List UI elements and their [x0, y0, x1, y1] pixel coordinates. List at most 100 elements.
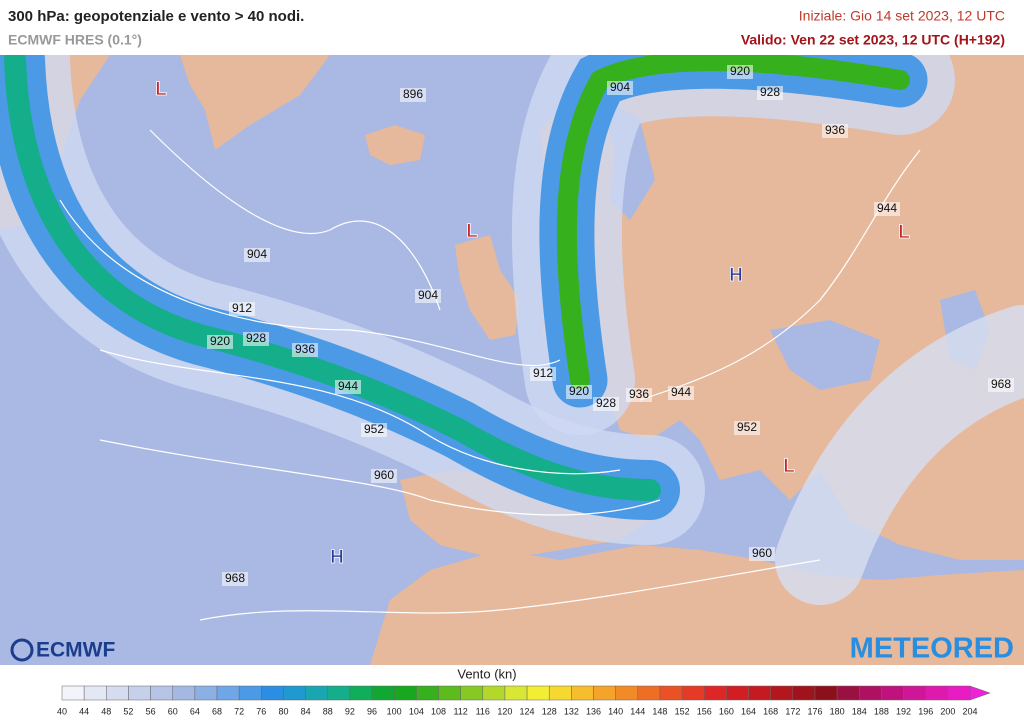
colorbar-label: 100 — [387, 706, 402, 716]
colorbar-label: 116 — [476, 706, 490, 716]
color-swatch — [416, 685, 439, 701]
colorbar-label: 156 — [697, 706, 712, 716]
color-swatch — [371, 685, 395, 701]
color-swatch — [925, 685, 949, 701]
label-bg — [734, 421, 760, 435]
color-swatch — [571, 685, 594, 701]
color-swatch — [216, 685, 240, 701]
contour-label: 928 — [596, 396, 616, 410]
title: 300 hPa: geopotenziale e vento > 40 nodi… — [8, 8, 304, 25]
contour-label: 936 — [629, 387, 649, 401]
contour-label: 904 — [610, 80, 630, 94]
contour-label: 936 — [825, 123, 845, 137]
colorbar-label: 164 — [741, 706, 756, 716]
label-bg — [874, 202, 900, 216]
color-swatch — [792, 685, 816, 701]
color-swatch — [194, 685, 218, 701]
africa — [370, 545, 1024, 665]
contour-label: 944 — [877, 201, 897, 215]
pressure-center: L — [898, 222, 910, 243]
colorbar-label: 76 — [256, 706, 266, 716]
color-swatch — [593, 685, 616, 701]
color-swatch — [128, 685, 151, 701]
label-bg — [361, 423, 387, 437]
colorbar-title: Vento (kn) — [457, 666, 516, 681]
contour — [99, 349, 621, 475]
label-bg — [607, 81, 633, 95]
colorbar-label: 40 — [57, 706, 67, 716]
contour-label: 960 — [752, 546, 772, 560]
contour-label: 912 — [232, 301, 252, 315]
contour-label: 952 — [364, 422, 384, 436]
colorbar-label: 140 — [608, 706, 623, 716]
label-bg — [335, 380, 361, 394]
color-swatch — [659, 685, 683, 701]
colorbar-label: 84 — [301, 706, 311, 716]
label-bg — [371, 469, 397, 483]
color-swatch — [814, 685, 838, 701]
label-bg — [626, 388, 652, 402]
color-swatch — [836, 685, 860, 701]
colorbar-label: 132 — [564, 706, 579, 716]
color-swatch — [637, 685, 661, 701]
colorbar-label: 168 — [763, 706, 778, 716]
color-swatch — [83, 685, 107, 701]
color-swatch — [393, 685, 417, 701]
colorbar-label: 184 — [852, 706, 867, 716]
contour-label: 920 — [569, 384, 589, 398]
color-swatch — [150, 685, 173, 701]
color-swatch — [460, 685, 484, 701]
colorbar-label: 152 — [675, 706, 690, 716]
colorbar-label: 108 — [431, 706, 446, 716]
color-swatch — [903, 685, 926, 701]
colorbar: 40 44 48 52 56 60 64 68 72 76 80 84 88 92 96 100 104 108 1… — [57, 685, 991, 716]
colorbar-label: 136 — [586, 706, 601, 716]
colorbar-label: 200 — [940, 706, 955, 716]
label-bg — [822, 124, 848, 138]
contour-label: 920 — [210, 334, 230, 348]
label-bg — [727, 65, 753, 79]
color-swatch — [172, 685, 196, 701]
color-swatch — [261, 685, 284, 701]
color-swatch — [726, 685, 749, 701]
colorbar-label: 72 — [234, 706, 244, 716]
contour — [99, 439, 661, 516]
contour-label: 960 — [374, 468, 394, 482]
color-swatch — [482, 685, 506, 701]
contour-label: 904 — [418, 288, 438, 302]
jet-halo — [775, 305, 1024, 605]
color-swatch — [703, 685, 727, 701]
logo-text: ECMWF — [36, 639, 115, 662]
color-swatch — [327, 685, 351, 701]
color-swatch — [61, 685, 85, 701]
color-swatch — [548, 685, 572, 701]
color-swatch — [615, 685, 639, 701]
colorbar-label: 56 — [146, 706, 156, 716]
colorbar-label: 68 — [212, 706, 222, 716]
colorbar-label: 188 — [874, 706, 889, 716]
map-area — [0, 55, 1024, 665]
jet-streams — [0, 55, 1024, 605]
black-sea — [770, 320, 880, 390]
color-swatch — [349, 685, 373, 701]
label-bg — [530, 367, 556, 381]
pressure-center: H — [729, 265, 743, 286]
label-bg — [593, 397, 619, 411]
colorbar-label: 104 — [409, 706, 424, 716]
logo-icon — [10, 638, 34, 662]
colorbar-label: 144 — [630, 706, 645, 716]
colorbar-label: 160 — [719, 706, 734, 716]
color-swatch — [859, 685, 882, 701]
color-arrow — [969, 685, 991, 701]
contour-label: 896 — [403, 87, 423, 101]
colorbar-label: 88 — [323, 706, 333, 716]
contour-label: 944 — [671, 385, 691, 399]
color-swatch — [438, 685, 461, 701]
contour — [639, 149, 921, 401]
jet-core-inner — [556, 55, 910, 390]
label-bg — [244, 248, 270, 262]
colorbar-label: 120 — [497, 706, 512, 716]
label-bg — [229, 302, 255, 316]
